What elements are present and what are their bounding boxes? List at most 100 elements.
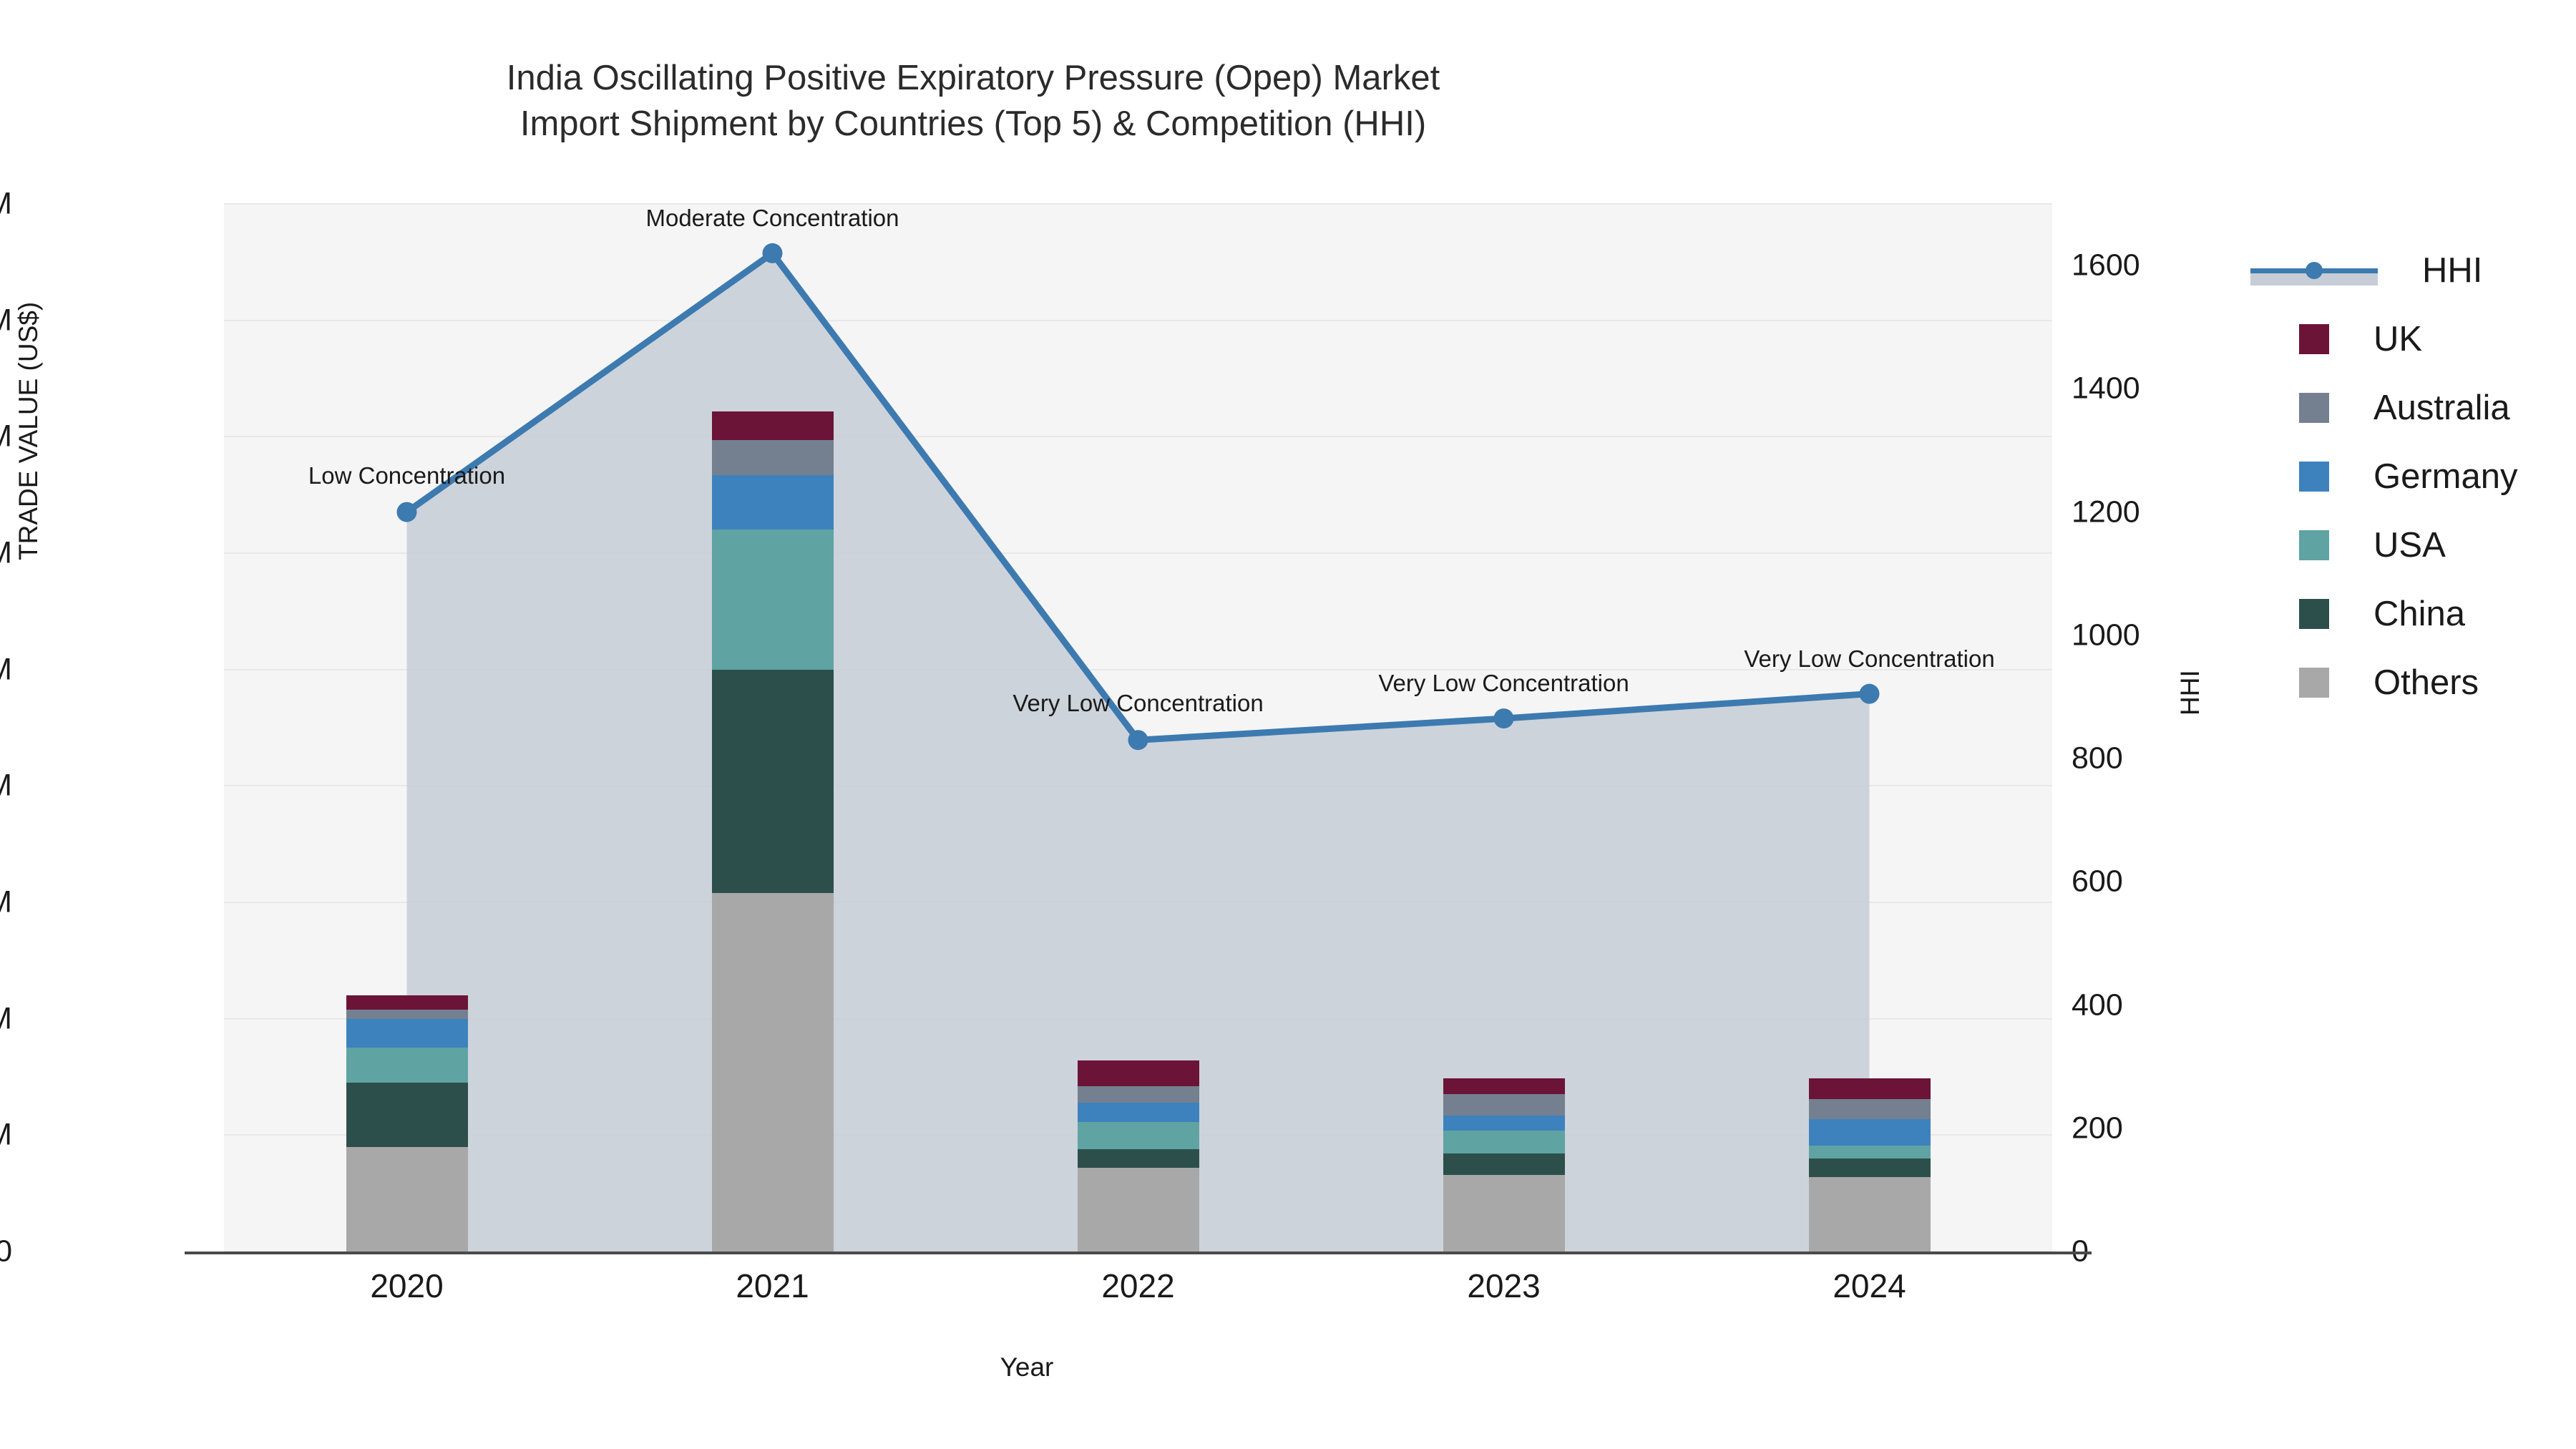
y-axis-tick: 300M (0, 885, 12, 920)
legend-item-china[interactable]: China (2250, 580, 2518, 648)
legend-item-others[interactable]: Others (2250, 648, 2518, 717)
bar-segment-usa[interactable] (1808, 1145, 1931, 1158)
legend-swatch-icon (2299, 324, 2329, 354)
y-axis-tick: 800M (0, 303, 12, 338)
x-axis-line (185, 1252, 2092, 1254)
legend-item-hhi[interactable]: HHI (2250, 236, 2518, 305)
legend-label: Germany (2373, 457, 2518, 496)
y2-axis-tick: 1200 (2072, 494, 2140, 530)
bar-segment-others[interactable] (1443, 1174, 1565, 1252)
bar-segment-usa[interactable] (1077, 1122, 1199, 1149)
legend-item-germany[interactable]: Germany (2250, 442, 2518, 511)
legend-line-dot-icon (2306, 262, 2323, 279)
bar-segment-uk[interactable] (1077, 1060, 1199, 1087)
bar-segment-australia[interactable] (1443, 1094, 1565, 1116)
bar-segment-australia[interactable] (711, 440, 834, 476)
x-axis-tick-2024: 2024 (1833, 1267, 1906, 1304)
bar-segment-uk[interactable] (1808, 1078, 1931, 1099)
x-axis-tick-2022: 2022 (1101, 1267, 1175, 1304)
bar-segment-germany[interactable] (711, 475, 834, 530)
legend-swatch-icon (2299, 599, 2329, 629)
y-axis-tick: 0 (0, 1234, 12, 1269)
bar-segment-others[interactable] (1077, 1167, 1199, 1252)
annotation-2024: Very Low Concentration (1744, 645, 1995, 672)
bar-segment-usa[interactable] (711, 530, 834, 670)
y-axis-tick: 500M (0, 652, 12, 687)
x-axis-label: Year (1000, 1352, 1054, 1382)
legend-line-marker-icon (2250, 255, 2378, 286)
bar-segment-uk[interactable] (711, 411, 834, 441)
gridline (224, 668, 2052, 670)
legend-swatch-icon (2299, 462, 2329, 492)
legend-item-usa[interactable]: USA (2250, 511, 2518, 580)
bar-segment-usa[interactable] (1443, 1130, 1565, 1154)
legend-item-australia[interactable]: Australia (2250, 374, 2518, 442)
legend-swatch-icon (2299, 530, 2329, 560)
chart-title-line-1: India Oscillating Positive Expiratory Pr… (506, 59, 1440, 97)
bar-2023[interactable] (1443, 1078, 1565, 1252)
hhi-marker[interactable] (396, 502, 417, 522)
chart-title-line-2: Import Shipment by Countries (Top 5) & C… (519, 104, 1427, 143)
legend-swatch-icon (2299, 393, 2329, 423)
y2-axis-tick: 200 (2072, 1111, 2123, 1146)
legend-item-uk[interactable]: UK (2250, 305, 2518, 374)
gridline (224, 552, 2052, 554)
bar-segment-china[interactable] (711, 669, 834, 893)
bar-segment-others[interactable] (1808, 1176, 1931, 1252)
legend-label: Others (2373, 663, 2479, 702)
bar-2021[interactable] (711, 411, 834, 1252)
y-axis-tick: 200M (0, 1001, 12, 1036)
gridline (224, 436, 2052, 438)
annotation-2023: Very Low Concentration (1378, 670, 1629, 697)
plot-area (224, 203, 2052, 1252)
y2-axis-label: HHI (2175, 670, 2205, 716)
bar-segment-china[interactable] (1443, 1153, 1565, 1175)
legend-label: UK (2373, 320, 2423, 358)
bar-segment-others[interactable] (346, 1146, 468, 1252)
gridline (224, 203, 2052, 205)
chart-title: India Oscillating Positive Expiratory Pr… (0, 56, 1946, 147)
hhi-line-series (396, 243, 1880, 751)
bar-segment-uk[interactable] (346, 995, 468, 1010)
y2-axis-tick: 1400 (2072, 371, 2140, 406)
legend-label: HHI (2422, 251, 2483, 290)
bar-segment-australia[interactable] (1077, 1086, 1199, 1103)
y2-axis-tick: 800 (2072, 741, 2123, 776)
hhi-marker[interactable] (1128, 730, 1148, 751)
bar-segment-china[interactable] (1808, 1158, 1931, 1177)
legend-label: Australia (2373, 389, 2510, 427)
y-axis-tick: 600M (0, 536, 12, 571)
hhi-marker[interactable] (762, 243, 783, 263)
annotation-2020: Low Concentration (308, 462, 506, 489)
bar-segment-germany[interactable] (1443, 1115, 1565, 1131)
bar-segment-germany[interactable] (1808, 1118, 1931, 1146)
bar-2022[interactable] (1077, 1060, 1199, 1252)
x-axis-tick-2023: 2023 (1467, 1267, 1541, 1304)
annotation-2021: Moderate Concentration (645, 204, 899, 231)
gridline (224, 319, 2052, 321)
bar-segment-china[interactable] (346, 1083, 468, 1147)
hhi-marker[interactable] (1493, 708, 1514, 729)
hhi-marker[interactable] (1859, 683, 1880, 704)
bar-2020[interactable] (346, 995, 468, 1252)
bar-segment-uk[interactable] (1443, 1078, 1565, 1095)
bar-segment-germany[interactable] (1077, 1102, 1199, 1123)
bar-segment-australia[interactable] (1808, 1098, 1931, 1119)
bar-2024[interactable] (1808, 1078, 1931, 1252)
legend-label: USA (2373, 526, 2446, 565)
y-axis-tick: 400M (0, 769, 12, 804)
x-axis-tick-2021: 2021 (736, 1267, 809, 1304)
y-axis-tick: 100M (0, 1118, 12, 1153)
bar-segment-usa[interactable] (346, 1048, 468, 1083)
y-axis-label: TRADE VALUE (US$) (14, 301, 43, 560)
legend-swatch-icon (2299, 668, 2329, 698)
y-axis-tick: 700M (0, 419, 12, 454)
x-axis-tick-2020: 2020 (370, 1267, 444, 1304)
y-axis-tick: 900M (0, 187, 12, 222)
y2-axis-tick: 0 (2072, 1234, 2089, 1269)
bar-segment-australia[interactable] (346, 1009, 468, 1019)
bar-segment-germany[interactable] (346, 1018, 468, 1048)
bar-segment-others[interactable] (711, 893, 834, 1252)
bar-segment-china[interactable] (1077, 1148, 1199, 1168)
